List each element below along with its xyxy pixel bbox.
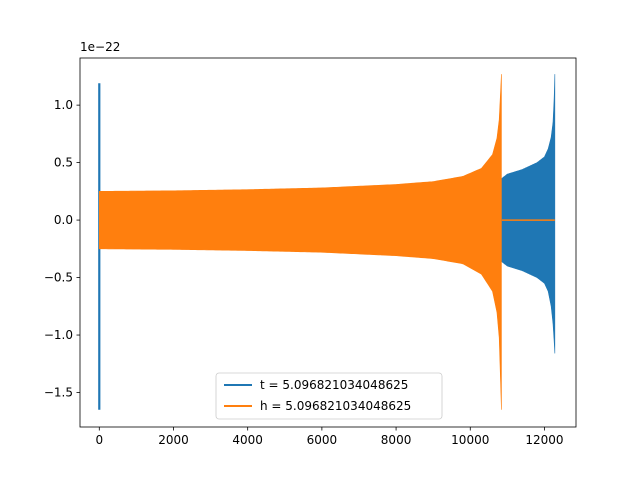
- legend-label: t = 5.096821034048625: [260, 378, 408, 392]
- x-tick-label: 6000: [307, 433, 338, 447]
- y-tick-label: −1.5: [44, 386, 73, 400]
- y-tick-label: 1.0: [54, 98, 73, 112]
- legend: t = 5.096821034048625 h = 5.0968210340486…: [215, 372, 443, 420]
- y-tick-label: 0.0: [54, 213, 73, 227]
- series-h-band: [98, 74, 502, 410]
- y-offset-label: 1e−22: [80, 40, 120, 54]
- axes-layer: 0 2000 4000 6000 8000 10000 12000 1.0 0.5 0.0 −0.5…: [44, 57, 577, 447]
- x-tick-label: 10000: [451, 433, 489, 447]
- series-layer: [98, 74, 556, 410]
- x-tick-label: 0: [95, 433, 103, 447]
- series-t-band: [499, 74, 556, 354]
- legend-label: h = 5.096821034048625: [260, 399, 411, 413]
- legend-box: [215, 372, 443, 420]
- axes-frame: [79, 57, 577, 428]
- x-tick-label: 12000: [525, 433, 563, 447]
- x-tick-label: 8000: [381, 433, 412, 447]
- x-tick-label: 2000: [158, 433, 189, 447]
- series-h: [98, 74, 555, 410]
- y-tick-label: −0.5: [44, 271, 73, 285]
- x-tick-label: 4000: [232, 433, 263, 447]
- y-tick-label: −1.0: [44, 328, 73, 342]
- y-tick-label: 0.5: [54, 156, 73, 170]
